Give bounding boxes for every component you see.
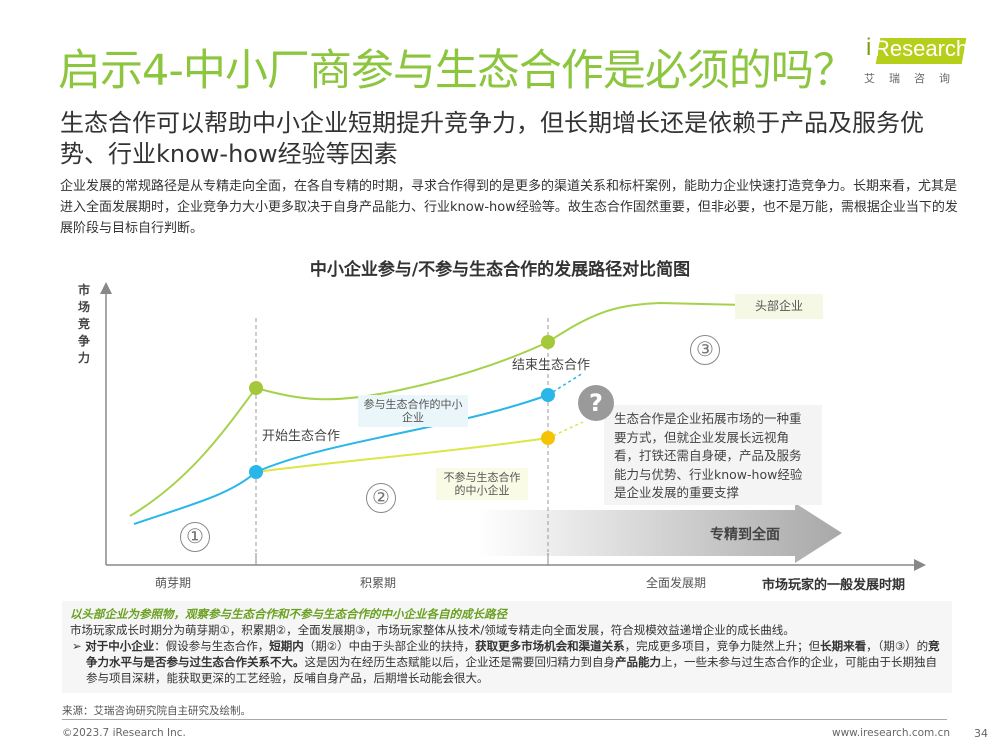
callout-box: 生态合作是企业拓展市场的一种重要方式，但就企业发展长远视角看，打铁还需自身硬，产… xyxy=(604,405,822,505)
logo-cn: 艾瑞咨询 xyxy=(864,72,964,85)
question-icon: ? xyxy=(578,385,614,421)
not-participate-curve xyxy=(255,437,549,473)
note-bullet: ➢ 对于中小企业：假设参与生态合作，短期内（期②）中由于头部企业的扶持，获取更多… xyxy=(72,639,940,685)
end-dot-yellow xyxy=(541,431,555,445)
participate-label: 参与生态合作的中小企业 xyxy=(358,395,468,427)
note-heading: 以头部企业为参照物，观察参与生态合作和不参与生态合作的中小企业各自的成长路径 xyxy=(70,607,507,621)
page-number: 34 xyxy=(974,727,988,740)
end-dot-green xyxy=(541,335,555,349)
x-axis-label: 市场玩家的一般发展时期 xyxy=(762,578,906,593)
start-label: 开始生态合作 xyxy=(262,429,341,444)
participate-curve xyxy=(133,394,549,525)
source-note: 来源：艾瑞咨询研究院自主研究及绘制。 xyxy=(62,705,251,717)
note-box: 以头部企业为参照物，观察参与生态合作和不参与生态合作的中小企业各自的成长路径 市… xyxy=(62,601,952,693)
arrow-specialize-to-full xyxy=(478,503,842,563)
arrow-label: 专精到全面 xyxy=(710,527,780,543)
y-axis-label: 市场竞争力 xyxy=(78,283,91,365)
note-line1: 市场玩家成长时期分为萌芽期①，积累期②，全面发展期③，市场玩家整体从技术/领域专… xyxy=(70,623,795,637)
period-sprout: 萌芽期 xyxy=(155,576,192,590)
start-dot xyxy=(249,381,263,395)
period-full: 全面发展期 xyxy=(646,576,707,590)
head-company-curve xyxy=(129,301,746,517)
copyright: ©2023.7 iResearch Inc. xyxy=(62,727,186,739)
period-number-3: ③ xyxy=(690,335,720,365)
period-number-2: ② xyxy=(366,483,396,513)
iresearch-logo: i Research 艾瑞咨询 xyxy=(864,34,969,85)
head-company-label: 头部企业 xyxy=(735,294,823,319)
end-dot-blue xyxy=(541,388,555,402)
end-label: 结束生态合作 xyxy=(512,358,591,373)
chart-title: 中小企业参与/不参与生态合作的发展路径对比简图 xyxy=(309,260,691,280)
footer-divider xyxy=(62,719,947,720)
subtitle: 生态合作可以帮助中小企业短期提升竞争力，但长期增长还是依赖于产品及服务优势、行业… xyxy=(60,109,924,168)
intro-text: 企业发展的常规路径是从专精走向全面，在各自专精的时期，寻求合作得到的是更多的渠道… xyxy=(60,179,958,236)
page-title: 启示4-中小厂商参与生态合作是必须的吗？ xyxy=(58,46,856,96)
not-participate-label: 不参与生态合作的中小企业 xyxy=(436,468,528,500)
period-accumulate: 积累期 xyxy=(360,576,397,590)
website-link[interactable]: www.iresearch.com.cn xyxy=(832,727,951,739)
period-number-1: ① xyxy=(180,522,210,552)
start-dot-blue xyxy=(249,465,263,479)
